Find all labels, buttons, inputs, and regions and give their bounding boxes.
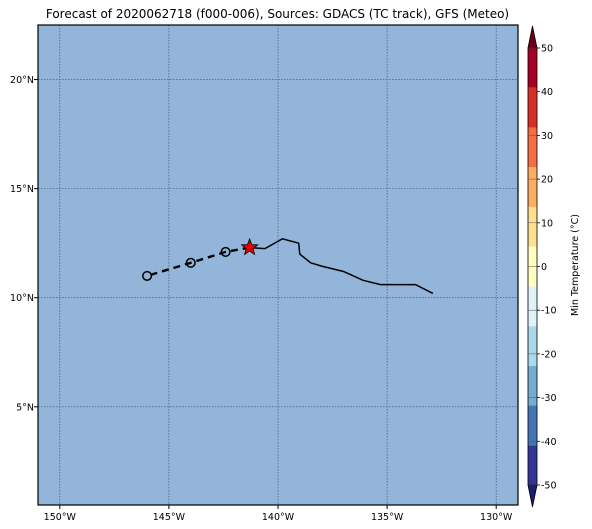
storm-tracks: [142, 237, 434, 295]
x-tick-label: 150°W: [44, 512, 77, 523]
colorbar-tick-label: 30: [541, 131, 553, 142]
colorbar-max-extension: [527, 25, 538, 49]
colorbar-segment: [528, 286, 537, 327]
x-tick-label: 130°W: [480, 512, 513, 523]
colorbar-tick-label: -30: [541, 393, 557, 404]
forecast-point-marker: [220, 246, 231, 257]
colorbar-label: Min Temperature (°C): [570, 214, 581, 316]
colorbar-segment: [528, 167, 537, 207]
colorbar-tick-label: 20: [541, 175, 553, 186]
x-tick-label: 135°W: [371, 512, 404, 523]
colorbar-tick-label: 40: [541, 87, 553, 98]
forecast-point-marker: [142, 270, 153, 281]
current-position-star-icon: [240, 237, 259, 256]
y-tick-label: 20°N: [10, 75, 34, 86]
colorbar-segment: [528, 87, 537, 128]
colorbar-tick-label: -40: [541, 437, 557, 448]
chart-title: Forecast of 2020062718 (f000-006), Sourc…: [45, 7, 510, 21]
colorbar-segment: [528, 326, 537, 366]
colorbar: 50 40 30 20 10 0 -10 -20 -30 -40 -50: [527, 25, 557, 508]
forecast-track-line: [146, 246, 250, 278]
colorbar-tick-label: 0: [541, 262, 547, 273]
colorbar-tick-label: 10: [541, 218, 553, 229]
y-tick-label: 10°N: [10, 293, 34, 304]
x-tick-label: 145°W: [153, 512, 186, 523]
colorbar-segment: [528, 365, 537, 406]
colorbar-tick-label: -20: [541, 349, 557, 360]
colorbar-segment: [528, 206, 537, 247]
y-tick-label: 5°N: [16, 402, 34, 413]
x-axis-ticks: 150°W 145°W 140°W 135°W 130°W: [44, 505, 513, 523]
y-axis-ticks: 5°N 10°N 15°N 20°N: [10, 75, 38, 413]
colorbar-tick-label: -10: [541, 306, 557, 317]
forecast-point-marker: [185, 257, 196, 268]
lat-lon-grid: [38, 25, 518, 505]
colorbar-segment: [528, 445, 537, 485]
colorbar-segment: [528, 405, 537, 446]
x-tick-label: 140°W: [262, 512, 295, 523]
y-tick-label: 15°N: [10, 184, 34, 195]
colorbar-min-extension: [527, 484, 538, 508]
observed-track-line: [249, 237, 434, 295]
colorbar-tick-label: 50: [541, 44, 553, 55]
colorbar-segment: [528, 127, 537, 168]
colorbar-tick-label: -50: [541, 481, 557, 492]
colorbar-segment: [528, 48, 537, 88]
